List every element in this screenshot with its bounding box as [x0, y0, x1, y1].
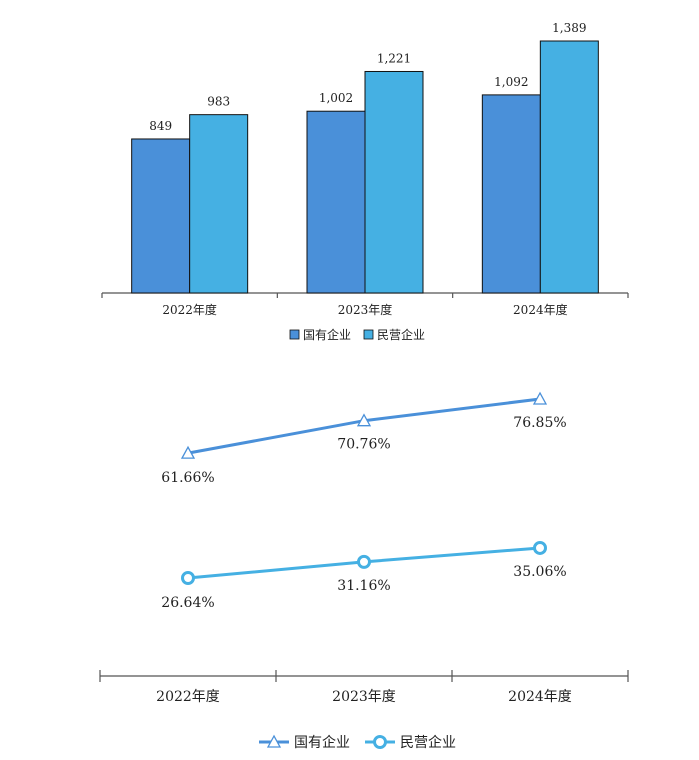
line-point — [533, 540, 547, 555]
line-data-label: 31.16% — [337, 578, 390, 594]
bar-data-label: 1,221 — [377, 51, 411, 65]
line-point — [356, 413, 372, 427]
line-data-label: 35.06% — [513, 564, 566, 580]
line-point — [532, 391, 548, 405]
bar-legend-label: 国有企业 — [303, 327, 351, 342]
line-point — [180, 445, 196, 459]
line-data-label: 26.64% — [161, 595, 214, 611]
bar — [539, 40, 599, 294]
bar — [131, 138, 191, 294]
bar — [189, 114, 249, 294]
bar — [364, 70, 424, 294]
line-data-label: 76.85% — [513, 415, 566, 431]
bar — [481, 94, 541, 294]
bar-data-label: 1,002 — [319, 91, 353, 105]
bar-data-label: 983 — [207, 95, 230, 109]
line-legend-label: 民营企业 — [400, 734, 456, 751]
line-data-label: 70.76% — [337, 437, 390, 453]
line-point — [357, 554, 371, 569]
line-x-tick-label: 2022年度 — [156, 689, 220, 705]
line-legend-marker — [373, 735, 387, 749]
bar — [306, 110, 366, 294]
line-chart: 2022年度 2023年度 2024年度 61.66% 70.76% 76.85% 26.6… — [99, 391, 629, 751]
bar-legend-label: 民营企业 — [377, 327, 425, 342]
line-legend-label: 国有企业 — [294, 734, 350, 751]
bar-chart: 849 983 2022年度 1,002 1,221 2023年度 1,092 1,389 20… — [101, 21, 629, 342]
bar-x-tick-label: 2022年度 — [162, 302, 217, 317]
bar-data-label: 849 — [149, 119, 172, 133]
line-point — [181, 571, 195, 585]
line-legend-marker — [266, 734, 282, 748]
line-x-tick-label: 2024年度 — [508, 689, 572, 705]
bar-data-label: 1,092 — [494, 75, 528, 89]
bar-x-tick-label: 2023年度 — [338, 302, 393, 317]
bar-data-label: 1,389 — [552, 21, 586, 35]
line-x-tick-label: 2023年度 — [332, 689, 396, 705]
bar-legend-swatch — [363, 329, 374, 340]
bar-legend-swatch — [289, 329, 300, 340]
bar-x-tick-label: 2024年度 — [513, 302, 568, 317]
line-data-label: 61.66% — [161, 470, 214, 486]
